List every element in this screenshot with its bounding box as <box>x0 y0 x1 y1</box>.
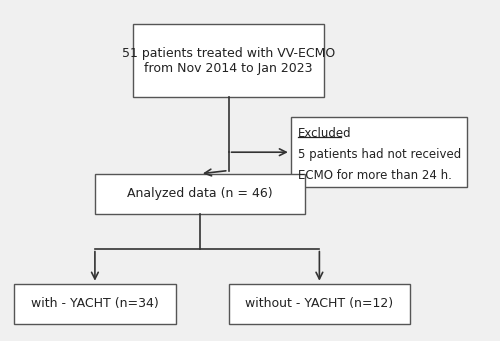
Text: 51 patients treated with VV-ECMO
from Nov 2014 to Jan 2023: 51 patients treated with VV-ECMO from No… <box>122 47 336 75</box>
Text: Excluded: Excluded <box>298 127 352 140</box>
Text: ECMO for more than 24 h.: ECMO for more than 24 h. <box>298 169 452 182</box>
FancyBboxPatch shape <box>290 117 468 187</box>
FancyBboxPatch shape <box>14 284 176 324</box>
FancyBboxPatch shape <box>95 174 305 214</box>
FancyBboxPatch shape <box>228 284 410 324</box>
Text: 5 patients had not received: 5 patients had not received <box>298 148 461 161</box>
Text: with - YACHT (n=34): with - YACHT (n=34) <box>31 297 159 310</box>
FancyBboxPatch shape <box>133 24 324 97</box>
Text: without - YACHT (n=12): without - YACHT (n=12) <box>246 297 394 310</box>
Text: Analyzed data (n = 46): Analyzed data (n = 46) <box>127 187 273 200</box>
